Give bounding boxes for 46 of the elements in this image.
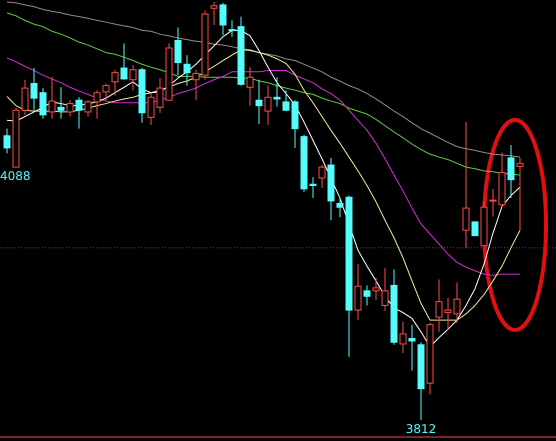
candlestick (22, 79, 28, 116)
candlestick (454, 282, 460, 324)
candlestick (436, 279, 442, 332)
candlestick (94, 90, 100, 120)
candlestick (364, 284, 370, 306)
candlestick (40, 88, 46, 120)
candlestick (516, 157, 524, 231)
candlestick (354, 264, 362, 321)
candlestick (156, 78, 164, 114)
candlestick (444, 297, 452, 331)
candlestick (76, 96, 82, 130)
candlestick (490, 188, 496, 217)
candlestick (120, 42, 128, 80)
candlestick (66, 100, 74, 118)
candlestick (472, 221, 478, 236)
candlestick (4, 128, 10, 154)
candlestick (408, 324, 416, 372)
candlestick (30, 68, 38, 111)
candlestick (58, 86, 64, 120)
annotation: 4088 (0, 169, 31, 184)
candlestick (48, 76, 56, 120)
candlestick (508, 144, 514, 199)
candlestick (400, 321, 406, 354)
candlestick (462, 121, 470, 248)
candlestick (318, 164, 326, 189)
candlestick (274, 76, 280, 107)
candlestick (192, 69, 200, 101)
candlestick (112, 69, 118, 96)
candlestick (282, 90, 290, 112)
candlestick (336, 196, 344, 218)
candlestick (84, 100, 92, 118)
candlestick (174, 27, 182, 76)
candlestick (210, 2, 218, 26)
candlestick (264, 85, 272, 126)
candlestick (102, 83, 110, 101)
candlestick (382, 267, 388, 312)
candlestick (228, 20, 236, 38)
candlestick (184, 54, 190, 86)
candlestick (372, 277, 380, 301)
candlestick (148, 92, 154, 126)
candlestick (220, 2, 226, 36)
candlestick (246, 66, 254, 106)
candlestick (310, 176, 316, 199)
annotation: 3812 (406, 422, 436, 436)
candlestick (130, 64, 136, 91)
candlestick (256, 79, 262, 125)
